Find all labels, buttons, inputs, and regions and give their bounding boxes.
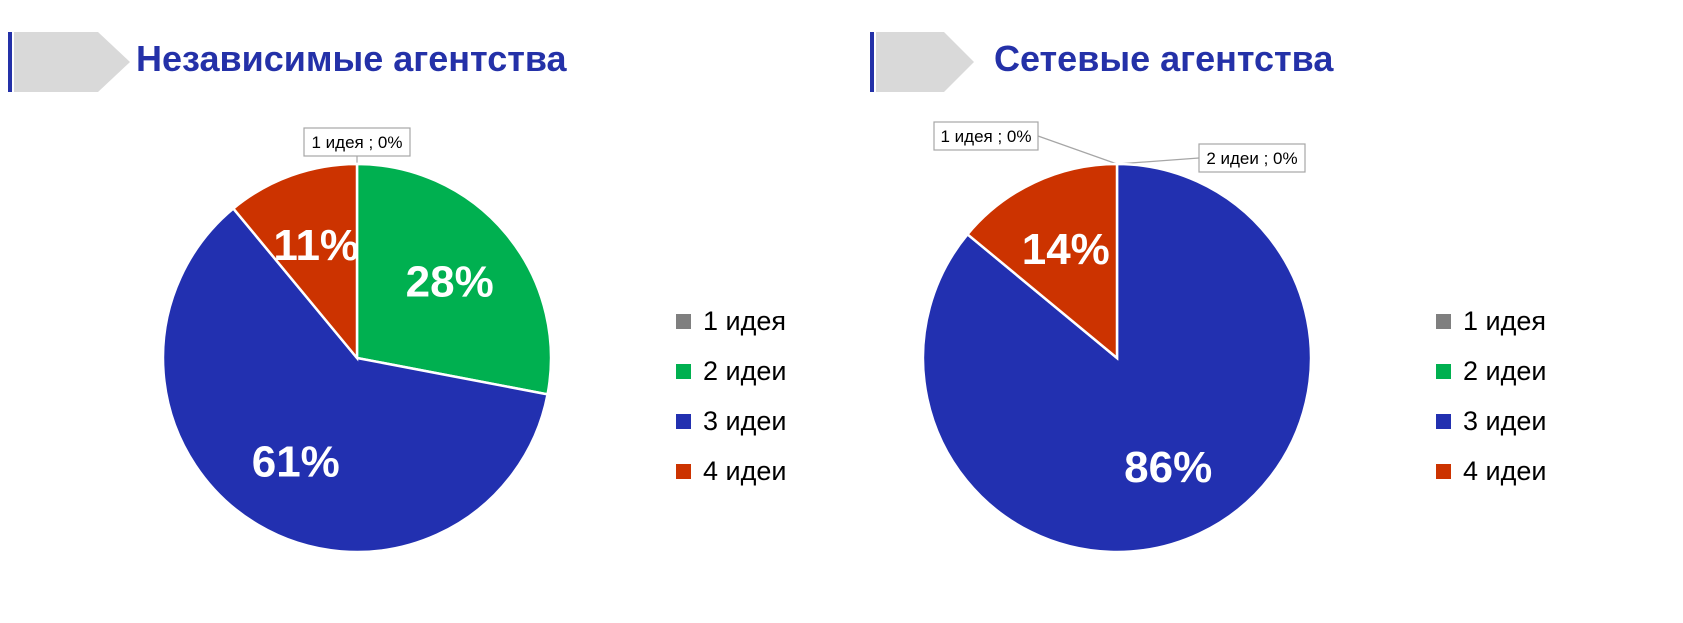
pie-chart: 1 идея ; 0% 2 идеи ; 0% 86% 14%: [921, 121, 1313, 554]
callout-box: [1198, 143, 1306, 173]
data-label-3: 61%: [252, 438, 340, 487]
legend-label: 2 идеи: [703, 355, 787, 386]
pie-slice-4: [965, 162, 1119, 361]
pie-slice-4: [231, 162, 359, 362]
data-label-4: 11%: [273, 221, 359, 270]
legend: 1 идея 2 идеи 3 идеи 4 идеи: [676, 296, 786, 496]
data-label-1: 1 идея ; 0%: [941, 127, 1032, 146]
legend-label: 1 идея: [703, 305, 786, 336]
data-label-3: 86%: [1124, 443, 1212, 492]
header-tab-shape: [870, 32, 974, 92]
legend-swatch: [676, 363, 691, 379]
chart-title: Независимые агентства: [136, 38, 567, 79]
pie-slice-2: [355, 162, 553, 396]
legend-item-3: 3 идеи: [676, 396, 786, 446]
legend-label: 2 идеи: [1463, 355, 1547, 386]
header-tab-shape: [8, 32, 130, 92]
legend-swatch: [1436, 313, 1451, 329]
legend-item-2: 2 идеи: [1436, 346, 1546, 396]
legend-swatch: [1436, 363, 1451, 379]
legend-swatch: [1436, 463, 1451, 479]
legend-swatch: [676, 413, 691, 429]
legend-label: 3 идеи: [1463, 405, 1547, 436]
data-label-2: 28%: [406, 257, 494, 306]
chart-panel-network: Сетевые агентства 1 идея ; 0% 2 идеи ; 0%…: [840, 0, 1683, 623]
data-label-1: 1 идея ; 0%: [312, 133, 403, 152]
pie-chart: 1 идея ; 0% 28% 61% 11%: [161, 127, 553, 554]
callout-box: [933, 121, 1039, 151]
chart-panel-independent: Независимые агентства 1 идея ; 0% 28% 61% 1…: [0, 0, 840, 623]
legend-label: 4 идеи: [1463, 455, 1547, 486]
legend-swatch: [676, 313, 691, 329]
callout-leader-line: [1116, 157, 1200, 165]
pie-slice-3: [161, 206, 550, 554]
legend-label: 1 идея: [1463, 305, 1546, 336]
legend-item-1: 1 идея: [1436, 296, 1546, 346]
callout-box: [303, 127, 411, 157]
legend-item-1: 1 идея: [676, 296, 786, 346]
callout-leader-line: [1037, 135, 1118, 165]
legend-swatch: [1436, 413, 1451, 429]
legend-item-2: 2 идеи: [676, 346, 786, 396]
legend: 1 идея 2 идеи 3 идеи 4 идеи: [1436, 296, 1546, 496]
legend-label: 3 идеи: [703, 405, 787, 436]
legend-item-3: 3 идеи: [1436, 396, 1546, 446]
legend-item-4: 4 идеи: [1436, 446, 1546, 496]
data-label-2: 2 идеи ; 0%: [1206, 149, 1297, 168]
chart-title: Сетевые агентства: [994, 38, 1334, 79]
legend-swatch: [676, 463, 691, 479]
data-label-4: 14%: [1022, 225, 1110, 274]
legend-item-4: 4 идеи: [676, 446, 786, 496]
legend-label: 4 идеи: [703, 455, 787, 486]
